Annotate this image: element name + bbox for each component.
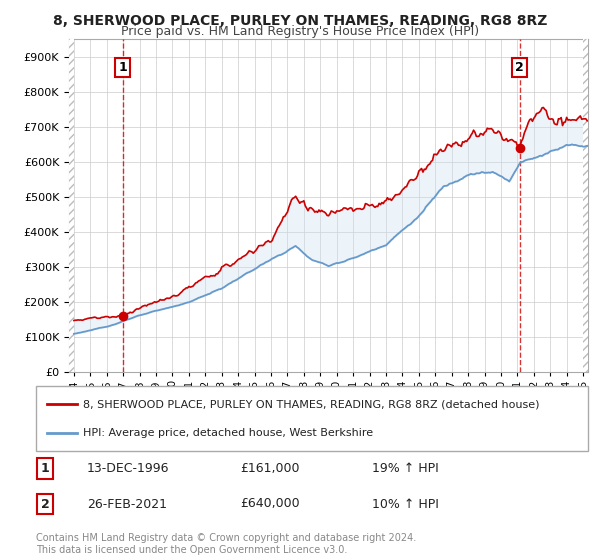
Text: 26-FEB-2021: 26-FEB-2021 bbox=[87, 497, 167, 511]
Text: 13-DEC-1996: 13-DEC-1996 bbox=[87, 462, 170, 475]
Text: 8, SHERWOOD PLACE, PURLEY ON THAMES, READING, RG8 8RZ: 8, SHERWOOD PLACE, PURLEY ON THAMES, REA… bbox=[53, 14, 547, 28]
Text: 2: 2 bbox=[515, 60, 524, 74]
Text: £161,000: £161,000 bbox=[240, 462, 299, 475]
Text: 1: 1 bbox=[41, 462, 49, 475]
FancyBboxPatch shape bbox=[36, 386, 588, 451]
Text: 10% ↑ HPI: 10% ↑ HPI bbox=[372, 497, 439, 511]
Text: 1: 1 bbox=[118, 60, 127, 74]
Text: Price paid vs. HM Land Registry's House Price Index (HPI): Price paid vs. HM Land Registry's House … bbox=[121, 25, 479, 38]
Text: HPI: Average price, detached house, West Berkshire: HPI: Average price, detached house, West… bbox=[83, 428, 373, 438]
Text: 19% ↑ HPI: 19% ↑ HPI bbox=[372, 462, 439, 475]
Text: 2: 2 bbox=[41, 497, 49, 511]
Text: 8, SHERWOOD PLACE, PURLEY ON THAMES, READING, RG8 8RZ (detached house): 8, SHERWOOD PLACE, PURLEY ON THAMES, REA… bbox=[83, 399, 539, 409]
Text: £640,000: £640,000 bbox=[240, 497, 299, 511]
Text: Contains HM Land Registry data © Crown copyright and database right 2024.
This d: Contains HM Land Registry data © Crown c… bbox=[36, 533, 416, 555]
